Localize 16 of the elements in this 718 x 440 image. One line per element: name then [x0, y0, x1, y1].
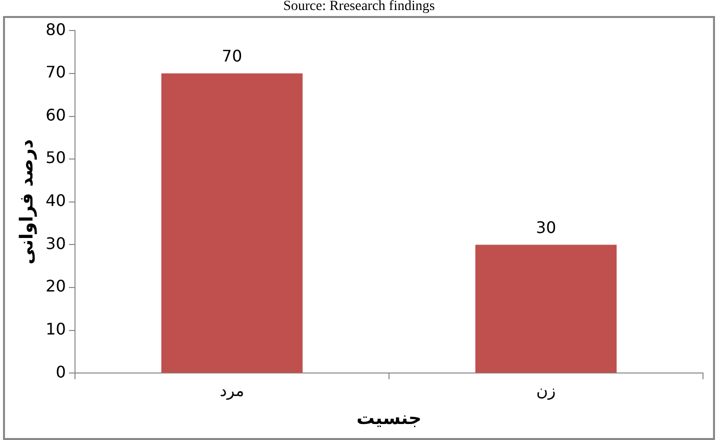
x-axis-title: جنسیت: [356, 408, 422, 429]
y-tick-label: 80: [46, 20, 66, 39]
y-tick-label: 60: [46, 105, 66, 124]
x-tick-label: زن: [536, 380, 556, 400]
y-tick-label: 10: [46, 320, 66, 339]
y-tick-label: 0: [56, 362, 66, 382]
y-tick-label: 30: [46, 234, 66, 253]
y-tick-label: 50: [46, 148, 66, 168]
y-tick-label: 70: [46, 62, 66, 82]
y-axis-title: درصد فراوانی: [16, 139, 38, 264]
y-tick-label: 20: [46, 276, 66, 296]
data-label: 70: [222, 46, 242, 66]
data-label: 30: [536, 218, 556, 237]
x-tick-label: مرد: [220, 380, 244, 400]
source-note: Source: Rresearch findings: [282, 0, 436, 14]
y-tick-label: 40: [46, 191, 66, 210]
